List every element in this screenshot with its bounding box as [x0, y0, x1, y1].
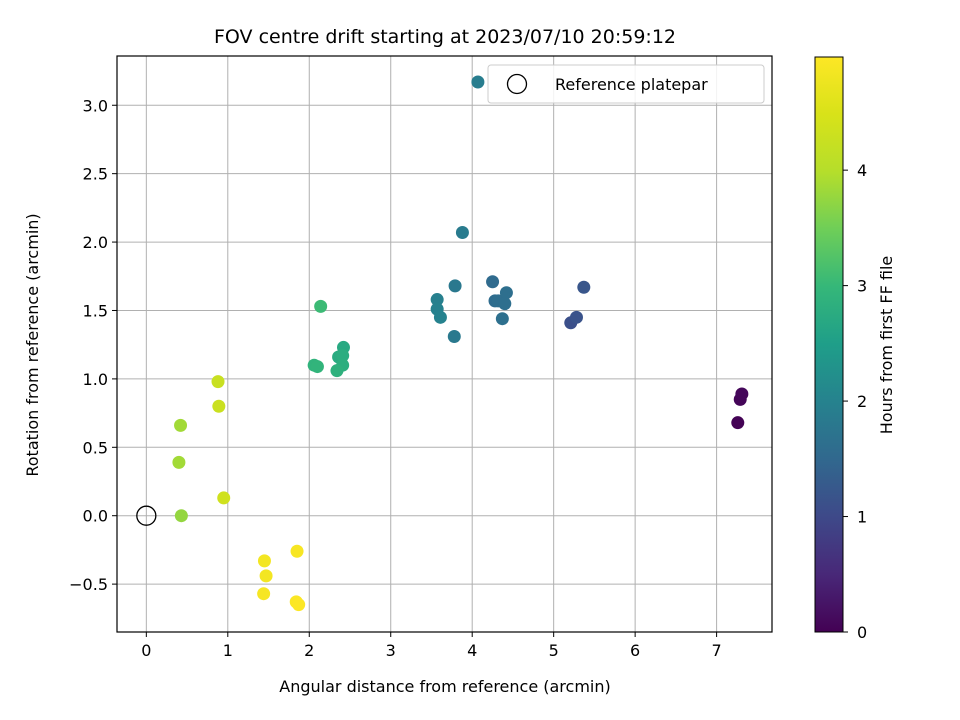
- data-point: [455, 225, 469, 239]
- data-point: [290, 544, 304, 558]
- y-tick-label: 1.5: [83, 301, 108, 320]
- y-tick-label: 3.0: [83, 96, 108, 115]
- x-tick-label: 6: [630, 641, 640, 660]
- data-point: [330, 364, 344, 378]
- data-point: [174, 418, 188, 432]
- data-point: [447, 329, 461, 343]
- colorbar-tick-label: 2: [857, 392, 867, 411]
- reference-platepar-marker: [136, 505, 157, 526]
- x-tick-label: 7: [712, 641, 722, 660]
- reference-marker-layer: [136, 505, 157, 526]
- data-point: [259, 569, 273, 583]
- data-point: [172, 455, 186, 469]
- y-tick-label: 0.5: [83, 438, 108, 457]
- legend: Reference platepar: [487, 64, 765, 104]
- data-point: [212, 399, 226, 413]
- chart-title: FOV centre drift starting at 2023/07/10 …: [214, 26, 676, 48]
- grid-lines: [117, 56, 772, 632]
- x-tick-label: 4: [467, 641, 477, 660]
- y-axis-ticks: −0.5 0.0 0.5 1.0 1.5 2.0 2.5 3.0: [69, 96, 117, 594]
- legend-reference-marker: [506, 73, 528, 95]
- plot-frame: [116, 55, 773, 633]
- y-axis-label: Rotation from reference (arcmin): [23, 213, 42, 476]
- y-tick-label: 0.0: [83, 507, 108, 526]
- colorbar-tick-label: 0: [857, 623, 867, 642]
- x-tick-label: 0: [141, 641, 151, 660]
- data-point: [292, 598, 306, 612]
- colorbar-gradient: [814, 56, 844, 633]
- data-point: [731, 416, 745, 430]
- x-tick-label: 3: [386, 641, 396, 660]
- data-point: [499, 286, 513, 300]
- x-tick-label: 1: [223, 641, 233, 660]
- data-point: [495, 312, 509, 326]
- data-point: [498, 297, 512, 311]
- x-axis-ticks: 0 1 2 3 4 5 6 7: [141, 632, 722, 660]
- x-tick-label: 5: [549, 641, 559, 660]
- data-point: [336, 349, 350, 363]
- data-point: [448, 279, 462, 293]
- x-tick-label: 2: [304, 641, 314, 660]
- data-point: [569, 310, 583, 324]
- data-point: [433, 310, 447, 324]
- legend-box: [487, 64, 765, 104]
- data-point: [577, 280, 591, 294]
- data-point: [430, 293, 444, 307]
- colorbar-tick-label: 1: [857, 508, 867, 527]
- y-tick-label: 2.0: [83, 233, 108, 252]
- data-point: [486, 275, 500, 289]
- data-point: [310, 360, 324, 374]
- data-point: [211, 375, 225, 389]
- colorbar-ticks: 0 1 2 3 4: [843, 161, 867, 642]
- legend-reference-label: Reference platepar: [555, 75, 708, 94]
- y-tick-label: −0.5: [69, 575, 108, 594]
- data-point: [217, 491, 231, 505]
- data-point: [314, 299, 328, 313]
- colorbar-tick-label: 3: [857, 277, 867, 296]
- colorbar: 0 1 2 3 4 Hours from first FF file: [814, 56, 896, 642]
- colorbar-label: Hours from first FF file: [877, 256, 896, 435]
- data-point: [174, 509, 188, 523]
- data-point: [257, 587, 271, 601]
- data-point: [471, 75, 485, 89]
- data-point: [257, 554, 271, 568]
- data-point: [735, 387, 749, 401]
- colorbar-tick-label: 4: [857, 161, 867, 180]
- data-points: [172, 75, 749, 612]
- x-axis-label: Angular distance from reference (arcmin): [279, 677, 610, 696]
- y-tick-label: 1.0: [83, 370, 108, 389]
- y-tick-label: 2.5: [83, 165, 108, 184]
